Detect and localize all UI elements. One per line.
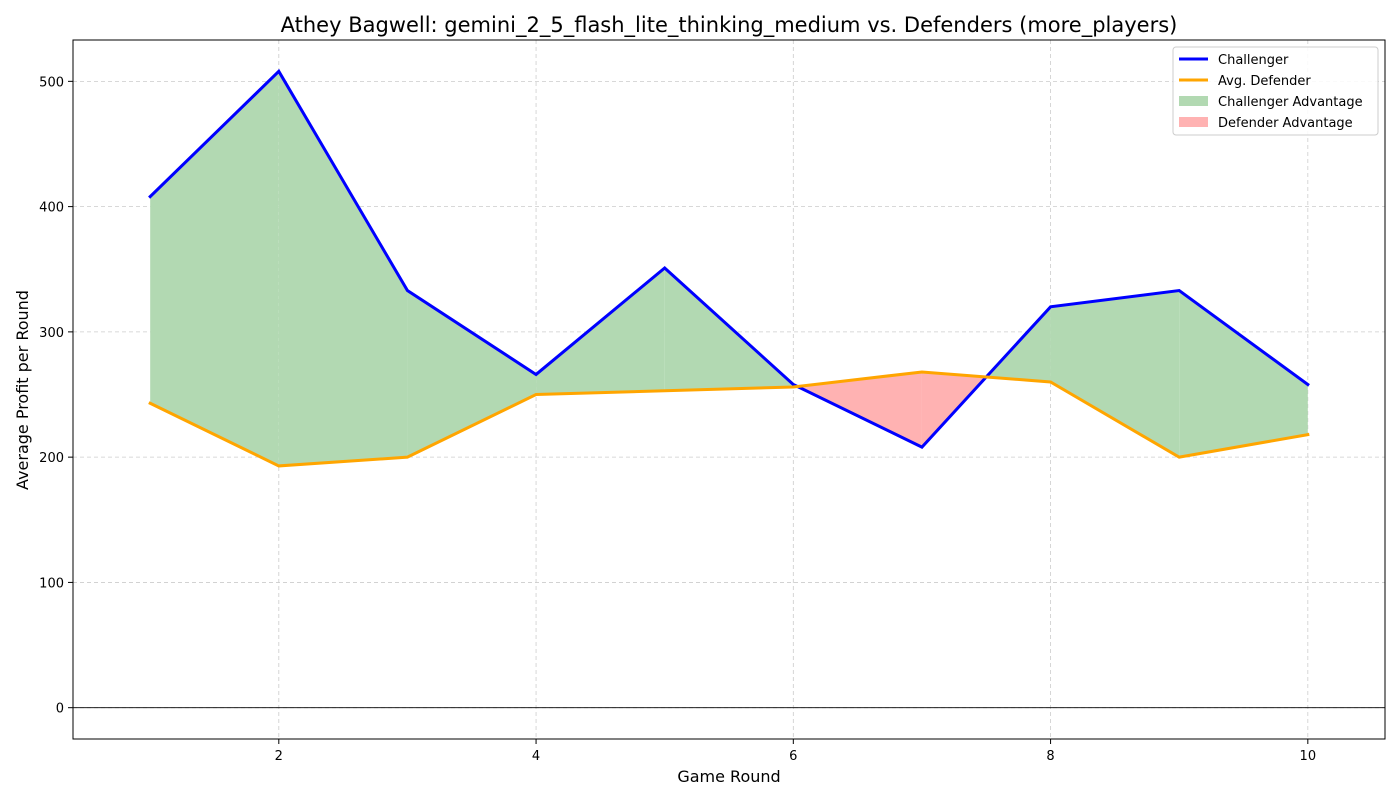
challenger-line [148, 68, 1310, 449]
defender-line [148, 370, 1310, 468]
legend-challenger-advantage-swatch [1179, 96, 1208, 106]
challenger-advantage-region [278, 71, 408, 466]
x-tick-label: 6 [789, 749, 797, 764]
legend-box [1172, 46, 1379, 136]
x-tick-label: 10 [1300, 749, 1317, 764]
series-lines [148, 68, 1310, 468]
legend-challenger-advantage-label: Challenger Advantage [1218, 95, 1363, 110]
plot-frame [72, 39, 1386, 740]
y-tick-label: 100 [39, 576, 64, 591]
x-tick-label: 4 [532, 749, 540, 764]
legend-defender-advantage-label: Defender Advantage [1218, 116, 1353, 131]
challenger-advantage-region [1179, 290, 1308, 458]
y-tick-label: 0 [56, 702, 64, 717]
legend: Challenger Avg. Defender Challenger Adva… [1172, 46, 1379, 136]
y-tick-label: 300 [39, 326, 64, 341]
challenger-advantage-region [150, 71, 279, 466]
chart-title: Athey Bagwell: gemini_2_5_flash_lite_thi… [281, 13, 1178, 38]
legend-challenger-label: Challenger [1218, 53, 1289, 68]
defender-advantage-region [797, 371, 922, 448]
challenger-advantage-region [536, 267, 665, 395]
y-tick-label: 200 [39, 451, 64, 466]
x-tick-label: 2 [275, 749, 283, 764]
challenger-advantage-region [1050, 290, 1180, 458]
legend-defender-label: Avg. Defender [1218, 74, 1311, 89]
y-tick-label: 400 [39, 201, 64, 216]
legend-defender-advantage-swatch [1179, 117, 1208, 127]
y-tick-label: 500 [39, 75, 64, 90]
challenger-advantage-region [407, 290, 537, 458]
x-tick-label: 8 [1046, 749, 1054, 764]
y-axis-label: Average Profit per Round [13, 290, 32, 490]
fill-regions [150, 71, 1308, 466]
x-axis-label: Game Round [677, 767, 780, 786]
